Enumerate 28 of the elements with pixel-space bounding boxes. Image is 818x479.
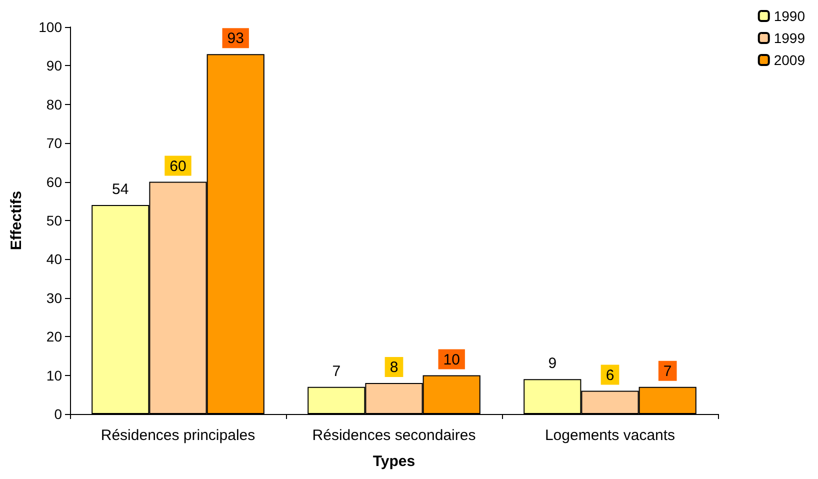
y-tick-label: 30 <box>46 290 62 306</box>
data-label: 54 <box>112 181 129 198</box>
y-tick-label: 90 <box>46 58 62 74</box>
y-tick-label: 70 <box>46 135 62 152</box>
legend-label: 1990 <box>774 8 806 24</box>
data-label: 10 <box>443 351 460 368</box>
data-label: 7 <box>332 362 341 380</box>
x-tick-label: Résidences secondaires <box>312 427 476 444</box>
x-tick-label: Résidences principales <box>100 427 256 444</box>
y-tick-label: 0 <box>54 406 62 422</box>
y-tick-label: 10 <box>46 367 62 384</box>
y-tick-label: 100 <box>38 19 62 35</box>
y-tick-label: 50 <box>46 212 62 228</box>
data-label: 93 <box>227 30 244 48</box>
data-label: 8 <box>390 359 398 376</box>
y-tick-label: 80 <box>46 96 62 112</box>
y-axis-title: Effectifs <box>8 190 25 250</box>
data-label: 6 <box>606 366 614 384</box>
data-label: 9 <box>548 355 557 372</box>
data-label: 60 <box>170 158 186 175</box>
x-axis-title: Types <box>372 453 416 470</box>
legend-label: 1999 <box>774 30 806 46</box>
x-tick-label: Logements vacants <box>544 427 676 444</box>
y-tick-label: 20 <box>46 328 62 345</box>
legend-label: 2009 <box>774 52 806 68</box>
data-label: 7 <box>663 362 672 380</box>
y-tick-label: 60 <box>46 174 62 190</box>
y-tick-label: 40 <box>46 251 62 268</box>
